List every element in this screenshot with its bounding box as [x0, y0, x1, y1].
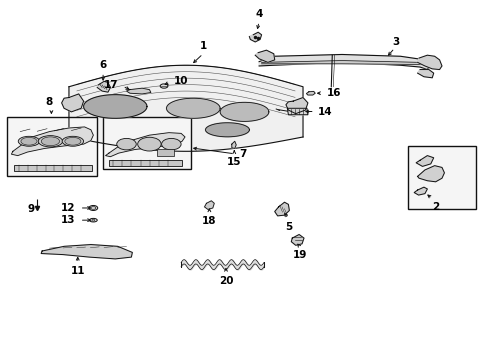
Bar	[103, 117, 190, 169]
Bar	[6, 117, 97, 176]
Text: 4: 4	[255, 9, 262, 19]
Ellipse shape	[161, 138, 181, 150]
Text: 10: 10	[173, 76, 188, 86]
Polygon shape	[291, 234, 304, 245]
Ellipse shape	[117, 138, 136, 150]
Text: 15: 15	[226, 157, 241, 167]
Text: 8: 8	[46, 97, 53, 107]
Polygon shape	[306, 91, 315, 95]
Polygon shape	[259, 54, 429, 69]
Polygon shape	[11, 127, 93, 156]
Polygon shape	[417, 55, 441, 69]
Ellipse shape	[41, 137, 60, 146]
Text: 1: 1	[199, 41, 206, 51]
Polygon shape	[220, 102, 268, 121]
Text: 14: 14	[317, 107, 331, 117]
Polygon shape	[61, 94, 83, 112]
Text: 16: 16	[326, 88, 340, 98]
Text: 6: 6	[99, 60, 106, 70]
Text: 9: 9	[28, 204, 35, 215]
Text: 11: 11	[70, 266, 85, 276]
Bar	[407, 146, 475, 209]
Bar	[14, 165, 92, 171]
Polygon shape	[204, 201, 214, 210]
Polygon shape	[105, 133, 184, 157]
Text: 5: 5	[284, 222, 291, 232]
Polygon shape	[417, 166, 444, 182]
Bar	[157, 149, 173, 156]
Text: 7: 7	[239, 149, 246, 159]
Text: 2: 2	[431, 202, 439, 212]
Text: 12: 12	[61, 203, 76, 213]
Polygon shape	[97, 81, 110, 92]
Polygon shape	[69, 65, 303, 151]
Polygon shape	[261, 60, 427, 64]
Text: 13: 13	[61, 215, 76, 225]
Ellipse shape	[89, 219, 97, 222]
Polygon shape	[274, 202, 289, 216]
Text: 3: 3	[391, 37, 399, 46]
Polygon shape	[126, 88, 151, 94]
Polygon shape	[231, 141, 236, 148]
Polygon shape	[415, 156, 433, 166]
Ellipse shape	[65, 138, 81, 145]
Polygon shape	[83, 95, 147, 118]
Polygon shape	[413, 187, 427, 195]
Polygon shape	[285, 98, 307, 114]
Ellipse shape	[160, 84, 167, 88]
Polygon shape	[166, 98, 220, 118]
Text: 19: 19	[292, 250, 306, 260]
Ellipse shape	[18, 136, 40, 146]
Polygon shape	[205, 123, 249, 137]
Polygon shape	[249, 32, 261, 42]
Ellipse shape	[38, 136, 62, 147]
Polygon shape	[417, 69, 433, 78]
Text: 20: 20	[218, 276, 233, 286]
Text: 17: 17	[104, 80, 119, 90]
Ellipse shape	[89, 206, 98, 211]
Polygon shape	[255, 50, 274, 62]
Bar	[109, 160, 182, 166]
Ellipse shape	[21, 138, 37, 145]
Text: 18: 18	[202, 216, 216, 226]
Ellipse shape	[138, 137, 161, 151]
Ellipse shape	[62, 136, 83, 146]
Polygon shape	[287, 108, 307, 115]
Polygon shape	[41, 244, 132, 259]
